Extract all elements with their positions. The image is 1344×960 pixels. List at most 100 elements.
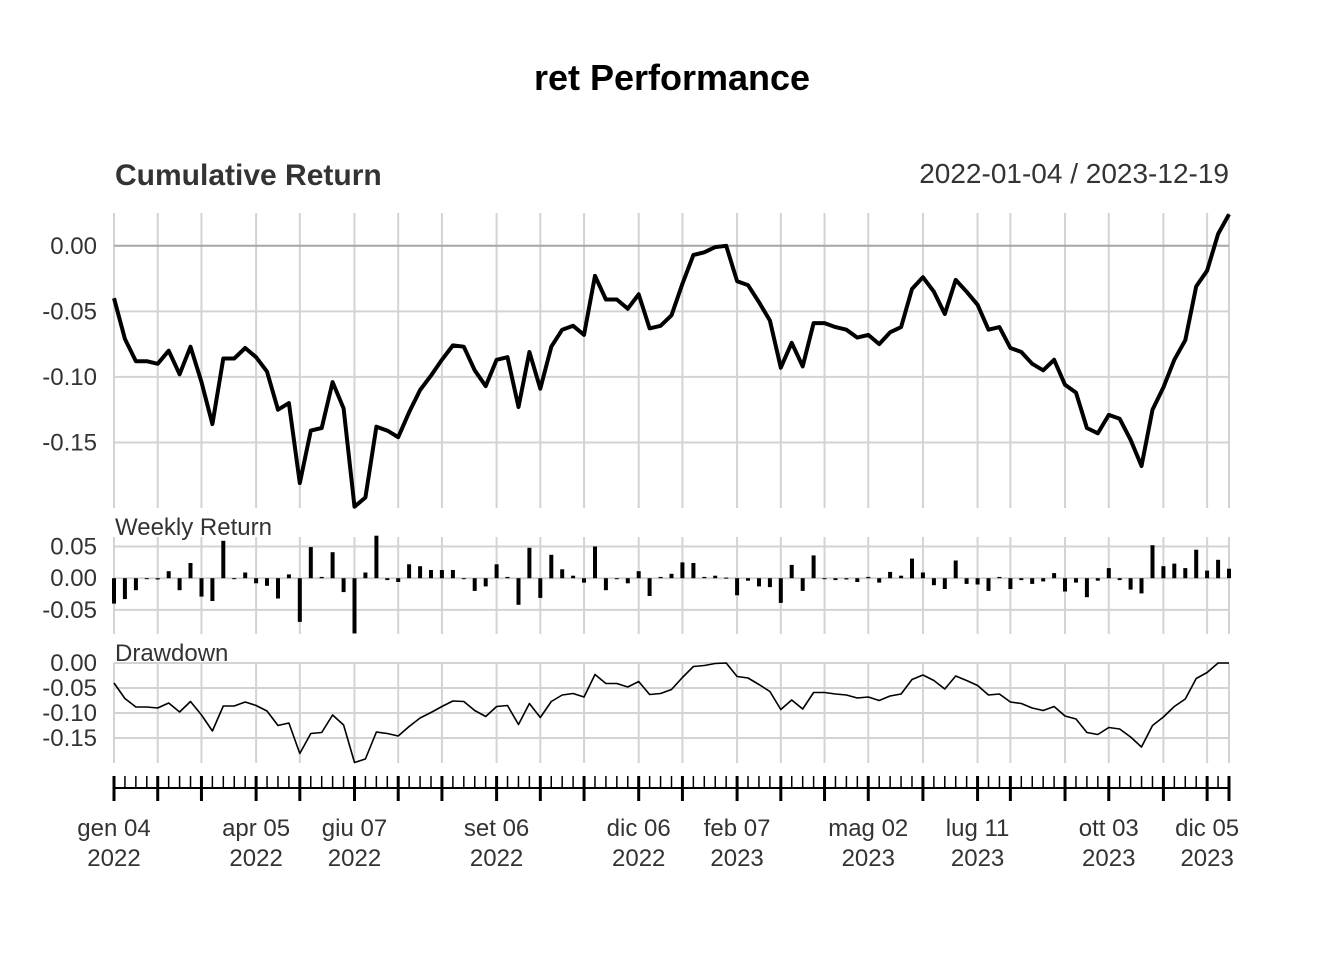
weekly-return-bar bbox=[549, 554, 554, 579]
weekly-return-bar bbox=[593, 546, 597, 579]
y-tick-label: -0.05 bbox=[42, 675, 97, 702]
weekly-return-bar bbox=[439, 570, 444, 579]
gridlines bbox=[113, 213, 1230, 763]
weekly-return-bar bbox=[669, 573, 674, 579]
weekly-return-bar bbox=[527, 547, 532, 579]
weekly-return-bar bbox=[265, 578, 269, 586]
y-tick-label: -0.10 bbox=[42, 700, 97, 727]
weekly-return-bar bbox=[352, 578, 357, 634]
y-tick-label: 0.00 bbox=[50, 565, 97, 592]
drawdown-series bbox=[113, 662, 1229, 764]
x-tick-label: lug 11 bbox=[946, 815, 1010, 842]
weekly-return-bar bbox=[1041, 578, 1046, 582]
weekly-return-bar bbox=[286, 574, 291, 579]
weekly-return-bar bbox=[582, 578, 586, 583]
weekly-return-bar bbox=[297, 578, 302, 622]
weekly-return-bar bbox=[341, 578, 346, 593]
weekly-return-bar bbox=[910, 558, 914, 579]
weekly-return-bar bbox=[483, 578, 488, 587]
weekly-return-bar bbox=[625, 578, 630, 584]
weekly-return-bar bbox=[319, 576, 324, 579]
weekly-return-bar bbox=[407, 564, 412, 579]
weekly-return-bar bbox=[374, 535, 379, 579]
weekly-return-bar bbox=[155, 578, 160, 580]
weekly-return-bar bbox=[866, 576, 871, 579]
weekly-return-bar bbox=[1052, 573, 1057, 579]
cumulative-panel-title: Cumulative Return bbox=[115, 159, 382, 192]
weekly-return-bar bbox=[505, 576, 510, 579]
weekly-return-bar bbox=[1139, 578, 1144, 594]
weekly-return-bar bbox=[1074, 578, 1078, 583]
cumulative-return-line bbox=[112, 213, 1231, 509]
x-tick-label: ott 03 bbox=[1079, 815, 1139, 842]
weekly-return-bar bbox=[931, 578, 936, 586]
weekly-return-bar bbox=[647, 578, 652, 596]
weekly-return-bar bbox=[188, 563, 193, 579]
weekly-return-bar bbox=[1008, 578, 1013, 589]
weekly-return-bar bbox=[789, 564, 794, 579]
x-tick-label: giu 07 bbox=[322, 815, 387, 842]
weekly-return-bar bbox=[964, 578, 969, 584]
drawdown-line bbox=[113, 662, 1229, 764]
x-tick-label-year: 2023 bbox=[842, 845, 895, 872]
x-tick-label-year: 2023 bbox=[710, 845, 763, 872]
weekly-return-bar bbox=[144, 578, 149, 580]
x-tick-label: set 06 bbox=[464, 815, 529, 842]
x-tick-label: mag 02 bbox=[828, 815, 908, 842]
weekly-return-bar bbox=[308, 547, 313, 579]
weekly-return-bar bbox=[767, 578, 772, 588]
weekly-return-bar bbox=[1128, 578, 1133, 590]
weekly-return-bar bbox=[177, 578, 182, 591]
weekly-return-bar bbox=[571, 575, 576, 579]
weekly-return-bar bbox=[920, 572, 925, 579]
weekly-return-bar bbox=[1216, 559, 1221, 579]
x-tick-label: dic 05 bbox=[1175, 815, 1239, 842]
weekly-return-bar bbox=[461, 578, 466, 580]
x-tick-label: apr 05 bbox=[222, 815, 290, 842]
y-tick-label: -0.15 bbox=[42, 429, 97, 456]
weekly-return-bar bbox=[855, 578, 860, 582]
weekly-return-bar bbox=[1063, 578, 1067, 592]
y-tick-label: -0.05 bbox=[42, 298, 97, 325]
x-tick-label-year: 2023 bbox=[1180, 845, 1233, 872]
weekly-return-bar bbox=[385, 578, 390, 581]
x-axis: gen 04 2022 apr 05 2022 giu 07 2022 set 06 2022… bbox=[77, 776, 1239, 872]
y-tick-label: 0.00 bbox=[50, 233, 97, 260]
weekly-return-bar bbox=[1183, 568, 1188, 579]
weekly-return-bar bbox=[877, 578, 882, 583]
weekly-return-bar bbox=[494, 564, 499, 579]
weekly-return-bar bbox=[603, 578, 608, 591]
weekly-return-bar bbox=[396, 578, 401, 582]
weekly-return-bar bbox=[811, 555, 816, 579]
weekly-return-bar bbox=[1194, 549, 1199, 579]
weekly-return-bar bbox=[833, 578, 838, 581]
weekly-return-bar bbox=[560, 569, 565, 579]
chart-title: ret Performance bbox=[534, 57, 810, 98]
weekly-return-bar bbox=[450, 570, 455, 579]
weekly-return-bar bbox=[232, 578, 237, 580]
x-tick-label-year: 2022 bbox=[229, 845, 282, 872]
weekly-return-bar bbox=[429, 570, 433, 579]
weekly-return-bar bbox=[614, 578, 619, 580]
x-tick-label-year: 2022 bbox=[470, 845, 523, 872]
x-tick-label: gen 04 bbox=[77, 815, 150, 842]
weekly-return-bar bbox=[1084, 578, 1089, 598]
weekly-return-bar bbox=[636, 571, 641, 579]
weekly-return-bar bbox=[658, 576, 663, 579]
weekly-return-bar bbox=[276, 578, 280, 599]
y-tick-labels: 0.00-0.05-0.10-0.150.050.00-0.050.00-0.0… bbox=[42, 233, 97, 752]
weekly-return-bar bbox=[1205, 570, 1210, 579]
weekly-return-bar bbox=[363, 572, 368, 579]
weekly-return-bar bbox=[778, 578, 783, 603]
weekly-return-bar bbox=[899, 575, 904, 579]
weekly-return-bar bbox=[822, 578, 827, 580]
x-tick-label: feb 07 bbox=[704, 815, 771, 842]
weekly-return-bar bbox=[472, 578, 477, 591]
weekly-return-bars bbox=[112, 535, 1231, 634]
weekly-return-bar bbox=[243, 572, 248, 579]
weekly-return-bar bbox=[112, 578, 116, 604]
weekly-return-bar bbox=[888, 571, 893, 579]
weekly-return-bar bbox=[210, 578, 215, 601]
weekly-return-bar bbox=[953, 560, 958, 579]
